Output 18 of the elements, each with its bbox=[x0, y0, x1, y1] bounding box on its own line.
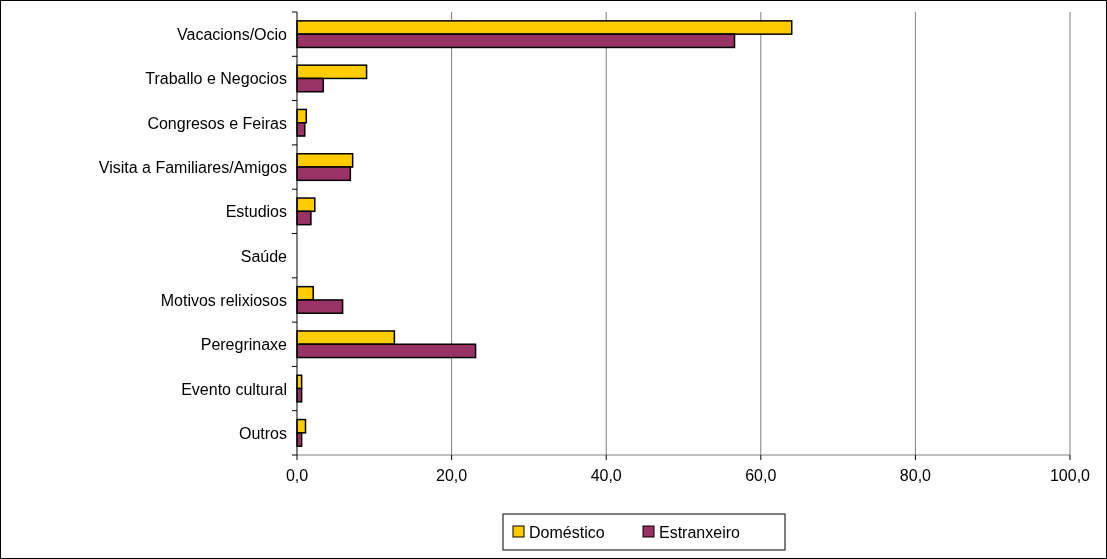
y-tick-label: Congresos e Feiras bbox=[147, 114, 287, 132]
x-tick-label: 0,0 bbox=[285, 467, 309, 484]
y-tick-label: Evento cultural bbox=[181, 380, 287, 398]
legend-label: Estranxeiro bbox=[659, 524, 741, 541]
x-tick-label: 100,0 bbox=[1049, 467, 1091, 484]
y-tick-label: Visita a Familiares/Amigos bbox=[98, 159, 287, 177]
x-tick-label: 80,0 bbox=[899, 467, 932, 484]
y-tick-label: Vacacions/Ocio bbox=[177, 26, 288, 44]
x-tick-label: 20,0 bbox=[436, 467, 468, 484]
y-tick-label: Motivos relixiosos bbox=[160, 291, 287, 309]
legend-label: Doméstico bbox=[529, 524, 605, 541]
x-tick-label: 60,0 bbox=[745, 467, 777, 484]
x-tick-label: 40,0 bbox=[590, 467, 622, 484]
y-tick-label: Outros bbox=[238, 424, 287, 442]
y-tick-label: Estudios bbox=[225, 203, 287, 221]
y-tick-label: Saúde bbox=[240, 247, 288, 265]
y-tick-label: Traballo e Negocios bbox=[145, 70, 287, 88]
y-tick-label: Peregrinaxe bbox=[200, 336, 288, 354]
